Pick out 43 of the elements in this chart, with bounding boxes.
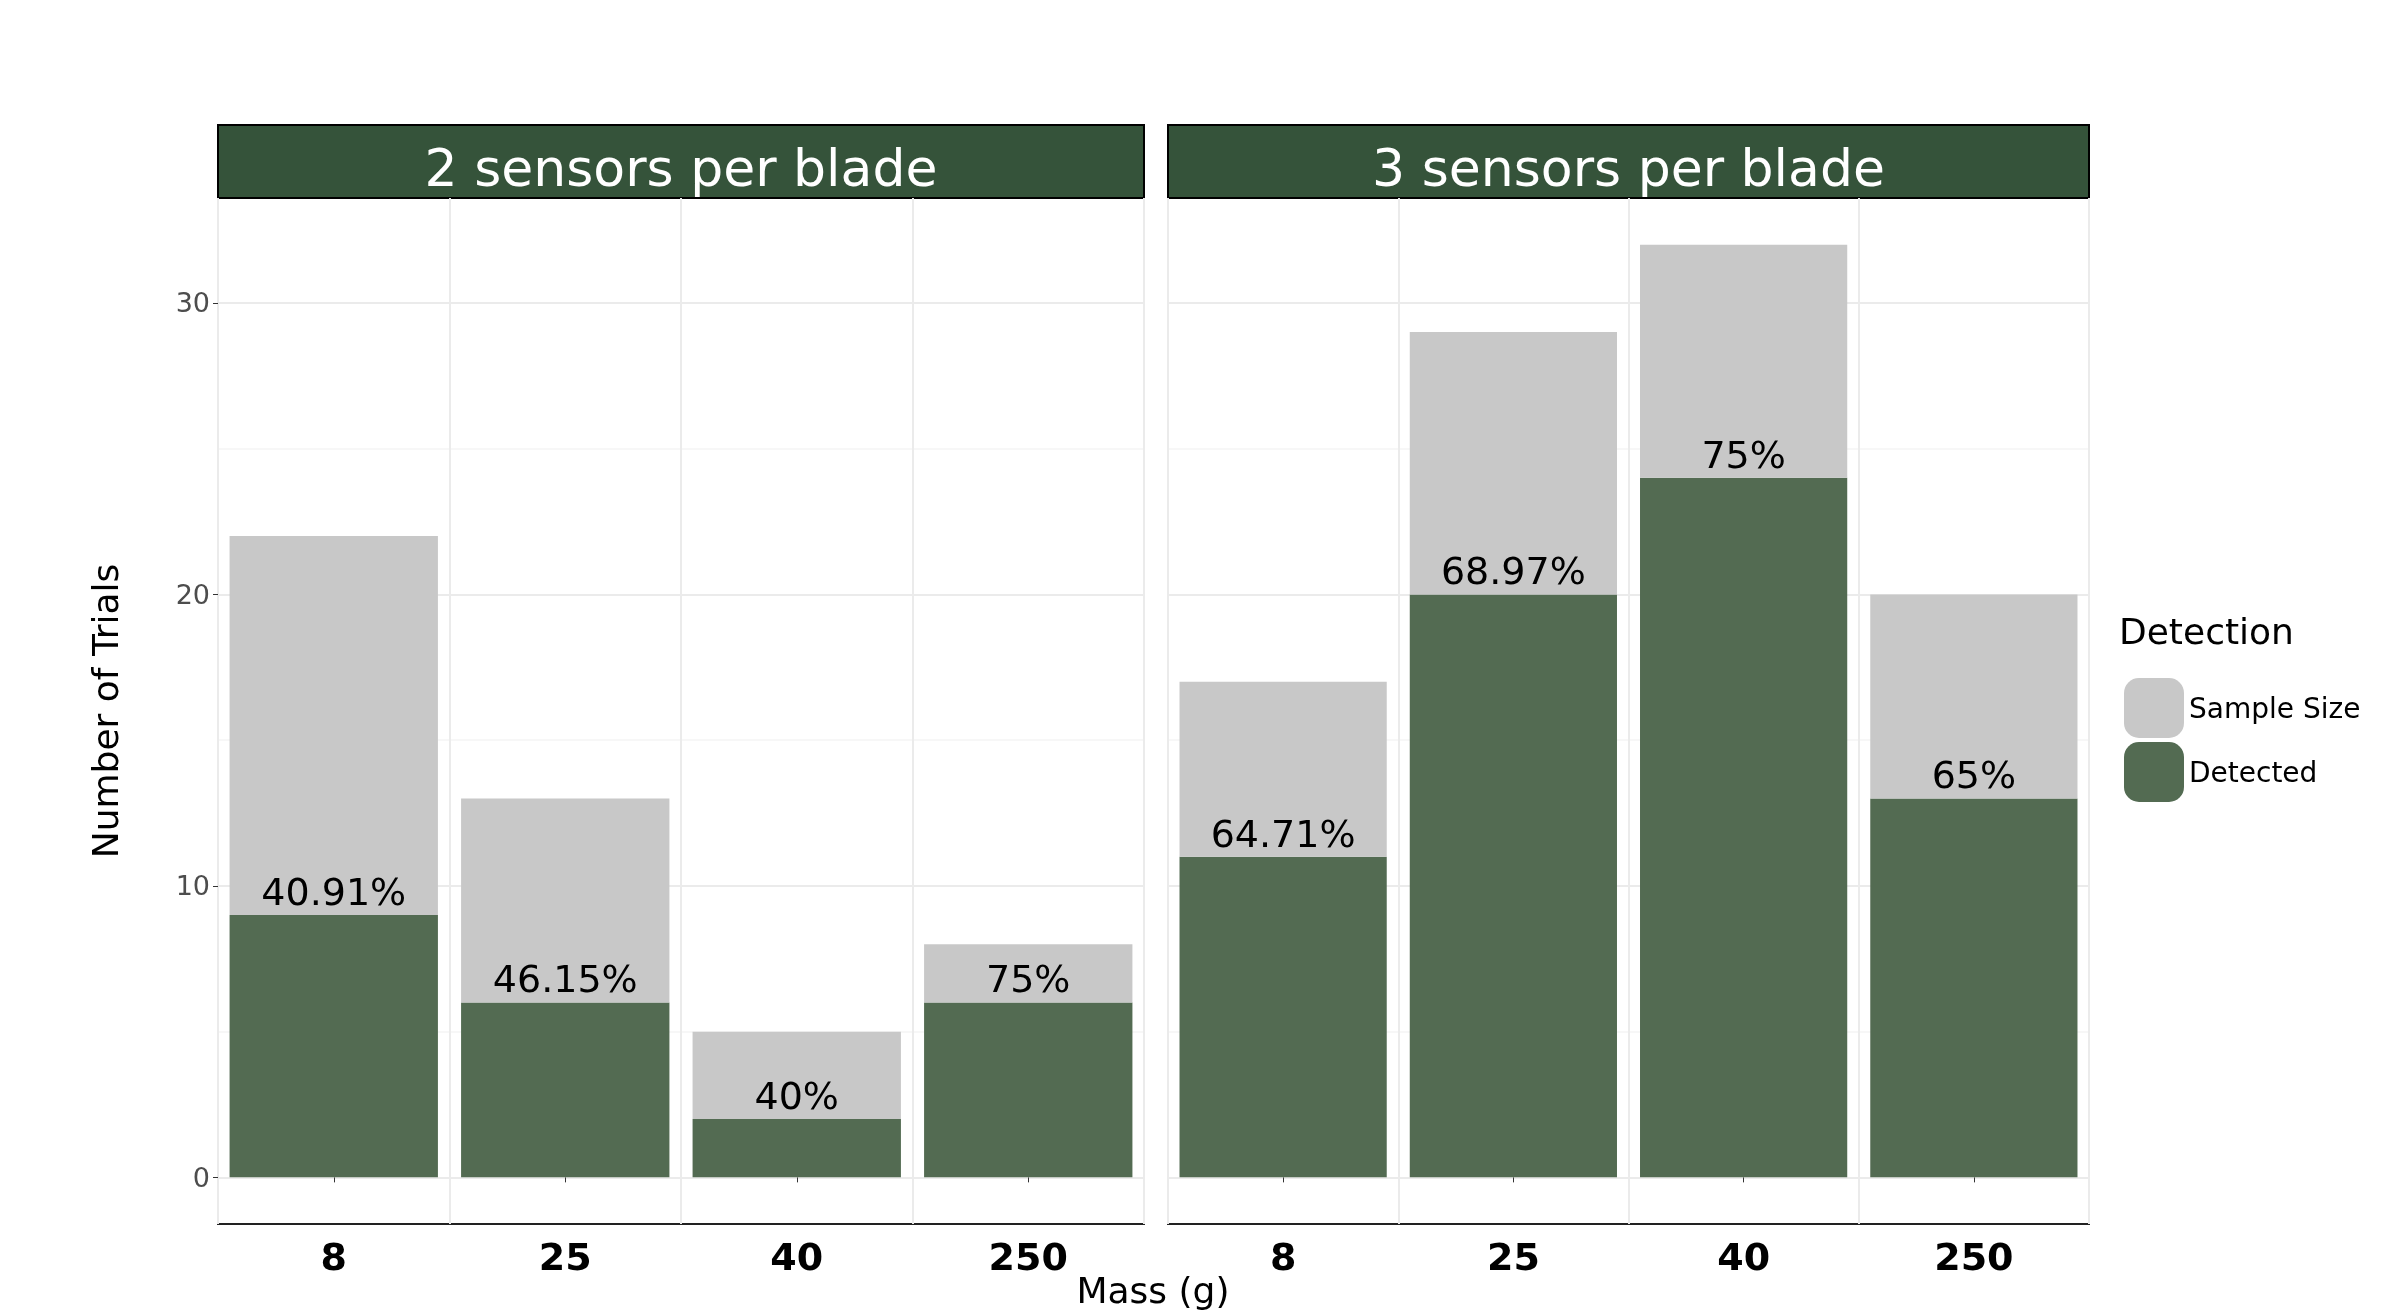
- y-axis-title: Number of Trials: [84, 563, 126, 859]
- y-tick-label: 30: [175, 287, 210, 319]
- legend-label: Detected: [2189, 755, 2318, 789]
- bar: [229, 536, 438, 916]
- bar: [461, 798, 670, 1003]
- bar: [1409, 594, 1617, 1178]
- bar: [1870, 594, 2078, 799]
- annotation: 46.15%: [492, 957, 638, 1002]
- bar: [924, 944, 1133, 1003]
- legend-title: Detection: [2119, 610, 2294, 652]
- x-tick-label: 25: [1486, 1235, 1540, 1279]
- annotation: 40%: [754, 1074, 839, 1119]
- bar: [461, 1002, 670, 1178]
- bar: [229, 915, 438, 1178]
- annotation: 65%: [1931, 753, 2017, 798]
- bar: [1640, 477, 1848, 1178]
- x-tick-label: 8: [320, 1235, 347, 1279]
- annotation: 75%: [1701, 432, 1786, 477]
- x-tick-label: 8: [1269, 1235, 1297, 1279]
- y-tick-label: 10: [175, 870, 210, 902]
- legend-label: Sample Size: [2189, 691, 2361, 725]
- x-tick-label: 250: [1934, 1235, 2014, 1279]
- bar: [924, 1002, 1133, 1178]
- bar: [1179, 856, 1387, 1178]
- bar: [1870, 798, 2078, 1178]
- x-tick-label: 25: [538, 1235, 592, 1279]
- annotation: 68.97%: [1440, 549, 1586, 594]
- bar: [692, 1119, 901, 1178]
- x-axis-title: Mass (g): [1076, 1270, 1230, 1310]
- y-tick-label: 20: [175, 578, 210, 610]
- chart-title: 2 sensors per blade: [424, 138, 938, 198]
- x-tick-label: 40: [770, 1235, 824, 1279]
- chart-title: 3 sensors per blade: [1372, 138, 1885, 198]
- x-tick-label: 250: [988, 1235, 1068, 1279]
- annotation: 40.91%: [261, 870, 407, 915]
- y-tick-label: 0: [192, 1161, 210, 1193]
- bar: [1179, 681, 1387, 857]
- bar: [692, 1031, 901, 1120]
- annotation: 75%: [986, 957, 1071, 1002]
- bar: [1640, 244, 1848, 478]
- annotation: 64.71%: [1210, 811, 1356, 856]
- x-tick-label: 40: [1717, 1235, 1771, 1279]
- bar: [1409, 332, 1617, 595]
